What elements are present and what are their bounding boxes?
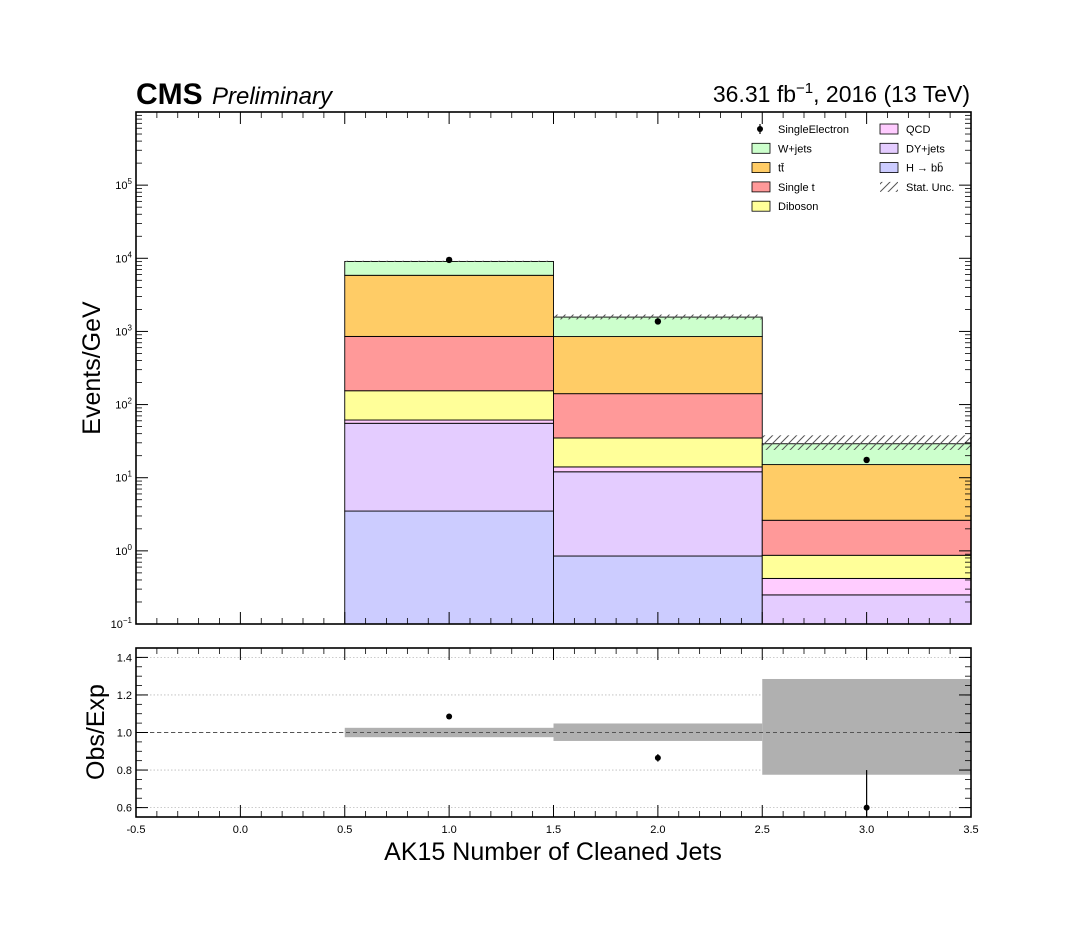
bar-diboson-bin-1 <box>344 390 554 421</box>
legend-stat-unc-swatch <box>880 181 898 192</box>
data-point-bin-2 <box>654 318 662 325</box>
legend-dy-jets-label: DY+jets <box>906 143 945 155</box>
ratio-y-tick-label: 1.2 <box>117 690 132 702</box>
main-y-tick-label: 101 <box>115 470 132 485</box>
x-tick-label: -0.5 <box>127 824 146 836</box>
bar-single-t-bin-2 <box>553 393 763 439</box>
legend-w-jets-label: W+jets <box>778 143 812 155</box>
data-point-bin-3 <box>863 456 870 464</box>
lumi-label: 36.31 fb−1, 2016 (13 TeV) <box>713 80 970 107</box>
x-tick-label: 3.0 <box>859 824 874 836</box>
legend-single-t-swatch <box>751 181 771 193</box>
ratio-y-tick-label: 1.4 <box>117 652 132 664</box>
ratio-plot-frame <box>135 647 972 818</box>
legend-h-bb-label: H → bb̄ <box>906 162 943 175</box>
legend-singleelectron-label: SingleElectron <box>778 124 849 136</box>
experiment-label: CMS <box>136 78 203 111</box>
bar-dy-jets-bin-1 <box>344 422 554 512</box>
bar-tt-bin-2 <box>553 336 763 395</box>
status-label: Preliminary <box>212 83 334 110</box>
legend-h-bb-swatch <box>879 162 899 174</box>
x-tick-label: 1.0 <box>441 824 456 836</box>
legend-diboson-swatch <box>751 200 771 212</box>
legend-stat-unc-label: Stat. Unc. <box>906 182 954 194</box>
ratio-point-bin-2 <box>654 754 661 761</box>
legend-singleelectron-marker <box>757 126 763 132</box>
bar-tt-bin-3 <box>761 464 972 521</box>
legend-tt-swatch <box>751 162 771 174</box>
x-tick-label: 1.5 <box>546 824 561 836</box>
bar-diboson-bin-3 <box>761 554 972 579</box>
legend-qcd-swatch <box>879 123 899 135</box>
ratio-unc-band-bin-1 <box>344 727 554 738</box>
legend-single-t-label: Single t <box>778 182 815 194</box>
bar-w-jets-bin-1 <box>344 260 554 276</box>
bar-dy-jets-bin-2 <box>553 471 763 557</box>
main-y-axis-label: Events/GeV <box>78 301 106 435</box>
bar-diboson-bin-2 <box>553 437 763 468</box>
bar-single-t-bin-3 <box>761 519 972 556</box>
x-tick-label: 2.0 <box>650 824 665 836</box>
main-y-tick-label: 105 <box>115 177 132 192</box>
legend: SingleElectron QCD W+jets DY+jets tt̄ H → bb̄… <box>751 123 954 213</box>
x-tick-label: 0.5 <box>337 824 352 836</box>
legend-w-jets-swatch <box>751 142 771 154</box>
ratio-point-bin-1 <box>446 713 453 720</box>
legend-qcd-label: QCD <box>906 124 931 136</box>
bar-single-t-bin-1 <box>344 335 554 392</box>
main-y-tick-label: 10−1 <box>111 616 133 631</box>
ratio-unc-band-bin-3 <box>762 678 971 775</box>
legend-diboson-label: Diboson <box>778 201 818 213</box>
main-y-tick-label: 103 <box>115 323 132 338</box>
main-y-tick-label: 100 <box>115 543 132 558</box>
main-plot-frame <box>135 111 972 625</box>
main-y-tick-label: 104 <box>115 250 132 265</box>
x-axis-label: AK15 Number of Cleaned Jets <box>384 838 722 866</box>
bar-qcd-bin-3 <box>761 577 972 596</box>
bar-qcd-bin-1 <box>344 419 554 424</box>
ratio-plot-panel: 0.6 0.8 1.0 1.2 1.4 -0.5 0.0 0.5 1.0 1.5 2.0 2.5 3.0… <box>82 647 979 866</box>
legend-dy-jets-swatch <box>879 142 899 154</box>
x-tick-label: 3.5 <box>963 824 978 836</box>
ratio-y-tick-label: 0.8 <box>117 765 132 777</box>
bar-h-bb-bin-1 <box>344 510 554 625</box>
bar-qcd-bin-2 <box>553 466 763 473</box>
ratio-y-tick-label: 1.0 <box>117 728 132 740</box>
main-y-tick-label: 102 <box>115 397 132 412</box>
x-tick-label: 2.5 <box>755 824 770 836</box>
stat-unc-band-bin-3 <box>762 435 971 450</box>
x-tick-label: 0.0 <box>233 824 248 836</box>
ratio-y-tick-label: 0.6 <box>117 803 132 815</box>
legend-tt-label: tt̄ <box>778 162 784 174</box>
data-point-bin-1 <box>445 256 453 264</box>
stat-unc-band-bin-2 <box>553 314 763 320</box>
main-plot-panel: 10−1 100 101 102 103 104 105 SingleElectron QCD… <box>78 111 972 631</box>
bar-tt-bin-1 <box>344 274 554 337</box>
ratio-y-axis-label: Obs/Exp <box>82 684 110 780</box>
